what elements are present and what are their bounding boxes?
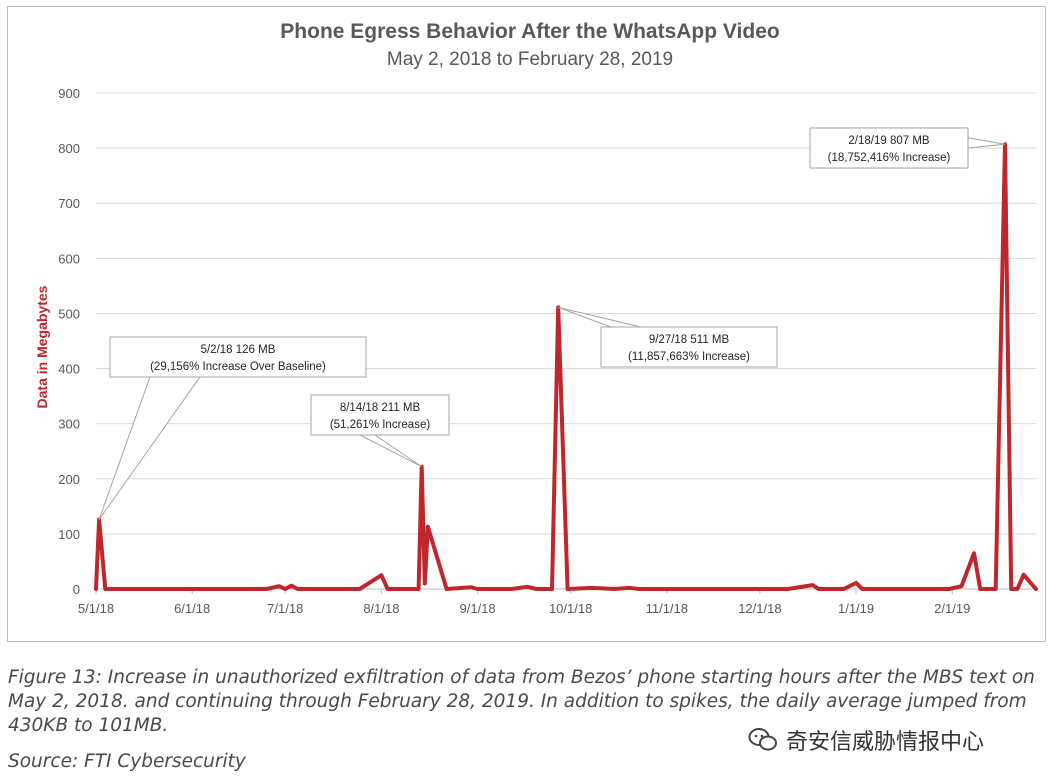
chart-title: Phone Egress Behavior After the WhatsApp…: [280, 20, 779, 43]
watermark: 奇安信威胁情报中心: [748, 724, 984, 756]
callout-box: [600, 326, 778, 368]
callout-pointer: [98, 376, 201, 520]
series-line-0: [94, 142, 1038, 591]
callout-text: (11,857,663% Increase): [628, 351, 750, 363]
callout-text: (51,261% Increase): [330, 419, 431, 431]
wechat-icon: [748, 728, 777, 751]
chart-subtitle: May 2, 2018 to February 28, 2019: [387, 49, 673, 70]
callout-pointer: [359, 434, 423, 468]
y-tick-labels: 0 100 200 300 400 500 600 700 800 900: [58, 86, 80, 597]
y-tick-label: 200: [58, 472, 80, 487]
y-tick-label: 300: [58, 417, 80, 432]
figure-source: Source: FTI Cybersecurity: [8, 751, 246, 772]
callout-2: 9/27/18 511 MB (11,857,663% Increase): [558, 306, 778, 368]
callout-text: 2/18/19 807 MB: [848, 135, 930, 147]
x-tick-label: 6/1/18: [174, 601, 210, 616]
x-tick-label: 10/1/18: [549, 601, 592, 616]
x-tick-labels: 5/1/18 6/1/18 7/1/18 8/1/18 9/1/18 10/1/18 11/…: [78, 589, 970, 616]
callout-1: 8/14/18 211 MB (51,261% Increase): [310, 394, 450, 468]
x-tick-label: 12/1/18: [738, 601, 781, 616]
x-tick-label: 1/1/19: [838, 601, 874, 616]
x-tick-label: 7/1/18: [267, 601, 303, 616]
y-tick-label: 100: [58, 527, 80, 542]
callout-box: [310, 394, 450, 436]
callout-text: 9/27/18 511 MB: [649, 334, 730, 346]
y-tick-label: 800: [58, 141, 80, 156]
callout-box: [809, 127, 969, 169]
y-tick-label: 700: [58, 196, 80, 211]
x-tick-label: 9/1/18: [460, 601, 496, 616]
callout-3: 2/18/19 807 MB (18,752,416% Increase): [809, 127, 1006, 169]
callout-0: 5/2/18 126 MB (29,156% Increase Over Base…: [98, 336, 367, 520]
y-tick-label: 500: [58, 306, 80, 321]
y-tick-label: 600: [58, 251, 80, 266]
x-tick-label: 5/1/18: [78, 601, 114, 616]
chart-frame: Phone Egress Behavior After the WhatsApp…: [7, 6, 1046, 642]
figure-caption: Figure 13: Increase in unauthorized exfi…: [8, 667, 1035, 736]
callout-text: (29,156% Increase Over Baseline): [150, 361, 326, 373]
annotation-layer: 5/2/18 126 MB (29,156% Increase Over Base…: [98, 127, 1006, 520]
x-tick-label: 11/1/18: [646, 601, 688, 616]
y-tick-label: 400: [58, 362, 80, 377]
x-tick-label: 8/1/18: [363, 601, 399, 616]
watermark-text: 奇安信威胁情报中心: [786, 730, 985, 755]
callout-text: 5/2/18 126 MB: [201, 344, 276, 356]
y-tick-label: 0: [73, 582, 80, 597]
callout-box: [109, 336, 367, 378]
x-tick-label: 2/1/19: [934, 601, 970, 616]
callout-text: 8/14/18 211 MB: [340, 402, 421, 414]
chart-svg: Phone Egress Behavior After the WhatsApp…: [34, 20, 1038, 616]
callout-pointer: [558, 306, 642, 328]
grid-layer: [96, 92, 1036, 590]
callout-text: (18,752,416% Increase): [828, 152, 951, 164]
y-tick-label: 900: [58, 86, 80, 101]
y-axis-label: Data in Megabytes: [34, 285, 50, 408]
